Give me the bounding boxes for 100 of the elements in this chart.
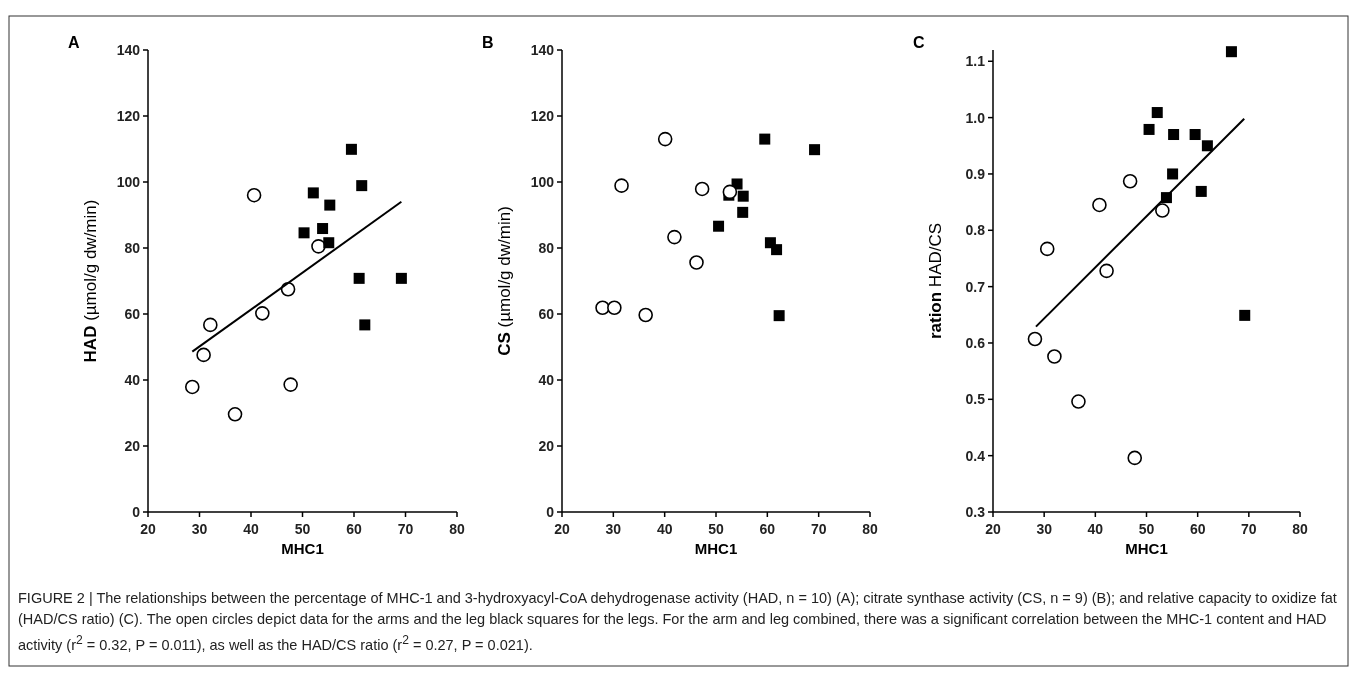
y-tick-label: 140 <box>530 42 555 58</box>
y-tick-label: 100 <box>530 174 555 190</box>
x-tick-label: 60 <box>1189 521 1206 537</box>
point <box>713 220 725 232</box>
point <box>667 229 682 245</box>
point <box>694 181 710 197</box>
chart-title: A <box>68 34 80 51</box>
point <box>345 143 357 155</box>
point <box>737 206 749 218</box>
chart-title: B <box>482 34 494 51</box>
point <box>1225 46 1237 58</box>
point <box>1122 173 1138 189</box>
x-tick-label: 40 <box>243 521 259 537</box>
y-tick-label: 1.0 <box>965 109 986 126</box>
x-tick-label: 30 <box>1036 521 1053 537</box>
point <box>737 190 749 202</box>
point <box>323 237 335 249</box>
y-tick-label: 0 <box>546 504 555 520</box>
y-tick-label: 0 <box>132 504 141 520</box>
point <box>359 319 371 331</box>
x-tick-label: 20 <box>985 521 1001 537</box>
point <box>731 178 743 190</box>
y-tick-label: 0.3 <box>965 504 986 520</box>
x-tick-label: 70 <box>397 521 414 537</box>
x-tick-label: 20 <box>140 521 156 537</box>
point <box>1143 123 1155 135</box>
point <box>1127 450 1143 466</box>
point <box>607 300 622 316</box>
point <box>307 187 319 199</box>
x-tick-label: 20 <box>554 521 570 537</box>
point <box>722 184 738 200</box>
x-tick-label: 80 <box>449 521 465 537</box>
x-tick-label: 80 <box>862 521 878 537</box>
point <box>283 377 298 392</box>
y-tick-label: 0.8 <box>965 222 986 239</box>
point <box>353 272 365 284</box>
y-tick-label: 140 <box>116 42 141 58</box>
point <box>1167 168 1179 180</box>
point <box>246 187 262 203</box>
point <box>298 227 310 239</box>
x-axis-title: MHC1 <box>1125 540 1168 557</box>
y-tick-label: 60 <box>124 306 141 322</box>
point <box>1071 394 1086 409</box>
point <box>1195 185 1207 197</box>
y-tick-label: 100 <box>116 174 141 190</box>
x-tick-label: 40 <box>656 521 673 537</box>
point <box>356 180 368 192</box>
y-tick-label: 0.5 <box>965 391 986 408</box>
x-tick-label: 50 <box>1138 521 1155 537</box>
point <box>1047 349 1062 364</box>
point <box>689 255 704 270</box>
x-tick-label: 80 <box>1292 521 1308 537</box>
point <box>773 310 785 322</box>
y-tick-label: 80 <box>124 240 141 256</box>
caption: FIGURE 2 | The relationships between the percentage of MHC-1 and 3-hydroxyacyl-CoA dehydrogenase activity (HAD, n = 10) (A); citrate synthase activity (CS, n = 9) (B); and relative capacity to oxidize fat (HAD/CS ratio) (C). The open circles depict data for the arms and the leg black squares for the legs. For the arm and leg combined, there was a significant correlation between the MHC-1 content and HAD activity (r$^{2}$ = 0.32, P = 0.011), as well as the HAD/CS ratio (r$^{2}$ = 0.27, P = 0.021). <box>18 589 1338 655</box>
point <box>324 199 336 211</box>
point <box>1189 129 1201 141</box>
point <box>311 239 326 254</box>
point <box>1027 331 1043 347</box>
point <box>657 131 673 147</box>
y-tick-label: 0.9 <box>965 165 986 182</box>
x-tick-label: 70 <box>810 521 827 537</box>
point <box>771 244 783 256</box>
y-tick-label: 80 <box>538 240 555 256</box>
point <box>809 144 821 156</box>
point <box>184 379 200 395</box>
x-tick-label: 50 <box>294 521 311 537</box>
x-tick-label: 30 <box>605 521 622 537</box>
point <box>227 407 243 422</box>
x-tick-label: 30 <box>191 521 208 537</box>
y-axis-title: HAD (µmol/g dw/min) <box>81 199 100 363</box>
y-tick-label: 40 <box>124 372 141 388</box>
x-axis-title: MHC1 <box>694 540 738 557</box>
point <box>1099 263 1114 279</box>
y-tick-label: 20 <box>124 438 141 454</box>
point <box>1151 107 1163 119</box>
y-tick-label: 0.6 <box>965 334 986 351</box>
point <box>317 223 329 235</box>
y-tick-label: 40 <box>538 372 555 388</box>
chart-title: C <box>913 34 925 51</box>
point <box>1039 241 1055 257</box>
y-tick-label: 0.7 <box>965 278 986 295</box>
y-axis-title: ration HAD/CS <box>926 222 945 340</box>
point <box>1201 140 1213 152</box>
point <box>1239 309 1251 321</box>
point <box>203 317 218 333</box>
x-tick-label: 60 <box>759 521 776 537</box>
point <box>614 178 629 193</box>
x-tick-label: 70 <box>1241 521 1257 537</box>
point <box>395 272 407 284</box>
point <box>638 307 653 323</box>
x-tick-label: 40 <box>1087 521 1104 537</box>
y-tick-label: 0.4 <box>965 447 986 464</box>
y-tick-label: 120 <box>116 108 141 124</box>
y-axis-title: CS (µmol/g dw/min) <box>495 206 514 356</box>
point <box>595 300 610 316</box>
point <box>1168 129 1180 141</box>
y-tick-label: 1.1 <box>965 53 986 70</box>
x-tick-label: 60 <box>346 521 362 537</box>
y-tick-label: 60 <box>538 306 555 322</box>
